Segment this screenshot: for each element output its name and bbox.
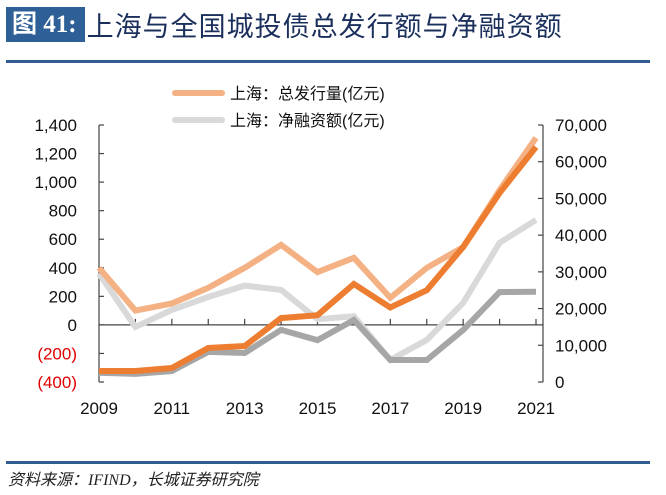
figure-title: 上海与全国城投债总发行额与净融资额 [86,11,563,42]
chart-series [96,136,539,377]
x-tick-label: 2011 [154,399,191,418]
right-y-tick-label: 20,000 [555,300,607,319]
chart-legend: 上海：总发行量(亿元) 上海：净融资额(亿元) [172,85,385,130]
footer-divider [6,461,650,464]
x-tick-label: 2015 [299,399,337,418]
left-y-tick-label: 600 [49,230,77,249]
right-y-tick-label: 10,000 [555,336,607,355]
x-tick-label: 2021 [517,399,555,418]
left-y-tick-label: 1,400 [34,116,77,135]
chart-axes: 1,400 1,200 1,000 800 600 400 200 0 (200) (400) 70… [34,116,607,418]
right-y-tick-label: 50,000 [555,189,607,208]
right-y-tick-label: 70,000 [555,116,607,135]
legend-label: 上海：总发行量(亿元) [230,85,385,103]
x-tick-label: 2019 [444,399,482,418]
figure-number-badge: 图 41: [6,6,85,42]
left-y-tick-label: 0 [68,316,77,335]
title-divider [6,60,650,63]
series-line-2 [99,145,539,374]
left-y-tick-label: 200 [49,287,77,306]
right-y-tick-label: 0 [555,373,564,392]
x-tick-label: 2009 [80,399,118,418]
left-y-tick-label: 1,000 [34,173,77,192]
right-y-tick-label: 40,000 [555,226,607,245]
source-note: 资料来源：IFIND，长城证券研究院 [8,472,259,489]
figure-title-row: 图 41: 上海与全国城投债总发行额与净融资额 [6,6,563,42]
series-line-0 [96,136,539,314]
left-y-tick-label: 800 [49,202,77,221]
x-tick-label: 2017 [371,399,409,418]
x-tick-label: 2013 [226,399,264,418]
series-line-1 [96,217,538,364]
right-y-tick-label: 30,000 [555,263,607,282]
right-y-tick-label: 60,000 [555,153,607,172]
left-y-tick-label: 400 [49,259,77,278]
left-y-tick-label: (400) [37,373,77,392]
legend-label: 上海：净融资额(亿元) [230,112,385,130]
left-y-tick-label: 1,200 [34,145,77,164]
left-y-tick-label: (200) [37,344,77,363]
